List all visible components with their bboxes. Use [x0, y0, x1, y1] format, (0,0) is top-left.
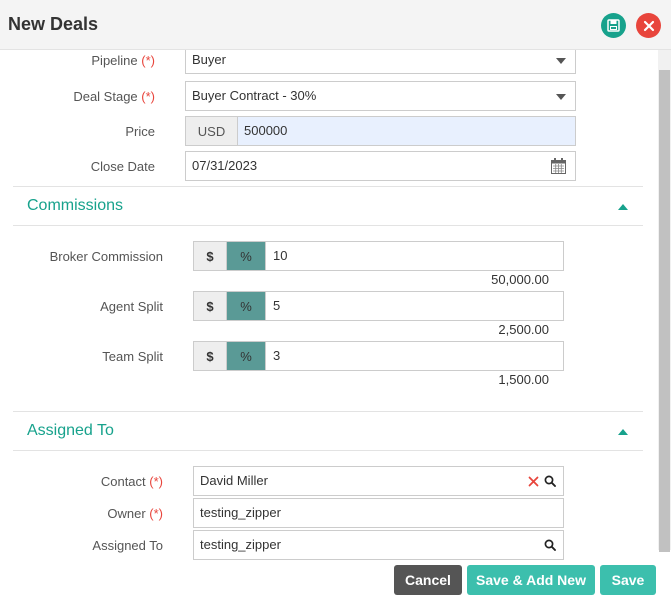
- save-button[interactable]: Save: [600, 565, 656, 595]
- deal-stage-select[interactable]: Buyer Contract - 30%: [185, 81, 576, 111]
- assigned-to-input[interactable]: testing_zipper: [193, 530, 564, 560]
- broker-commission-label: Broker Commission: [49, 249, 163, 264]
- price-input[interactable]: 500000: [244, 123, 288, 138]
- assigned-to-title: Assigned To: [27, 422, 114, 439]
- team-split-label: Team Split: [102, 349, 163, 364]
- save-and-add-new-button[interactable]: Save & Add New: [467, 565, 595, 595]
- modal-title: New Deals: [8, 14, 99, 34]
- floppy-disk-icon: [607, 19, 620, 32]
- pipeline-select[interactable]: Buyer: [185, 50, 576, 74]
- close-date-input[interactable]: 07/31/2023: [185, 151, 576, 181]
- assigned-to-label: Assigned To: [92, 538, 163, 553]
- close-icon: [643, 20, 654, 31]
- clear-icon[interactable]: [528, 476, 539, 487]
- deal-stage-label: Deal Stage (*): [73, 89, 155, 104]
- search-icon[interactable]: [544, 539, 556, 551]
- header-close-button[interactable]: [636, 13, 661, 38]
- collapse-arrow-icon[interactable]: [618, 204, 628, 210]
- dollar-toggle[interactable]: $: [194, 342, 227, 370]
- dollar-toggle[interactable]: $: [194, 242, 227, 270]
- commissions-title: Commissions: [27, 197, 124, 214]
- broker-commission-input[interactable]: 10: [273, 248, 288, 263]
- broker-commission-field[interactable]: $ % 10: [193, 241, 564, 271]
- percent-toggle[interactable]: %: [227, 342, 266, 370]
- team-split-amount: 1,500.00: [498, 372, 549, 387]
- agent-split-amount: 2,500.00: [498, 322, 549, 337]
- calendar-icon[interactable]: [551, 158, 566, 174]
- currency-addon: USD: [186, 117, 238, 145]
- price-label: Price: [125, 124, 155, 139]
- owner-input[interactable]: testing_zipper: [193, 498, 564, 528]
- owner-label: Owner (*): [107, 506, 163, 521]
- modal-body: Pipeline (*) Buyer Deal Stage (*) Buyer …: [0, 50, 658, 560]
- cancel-button[interactable]: Cancel: [394, 565, 462, 595]
- broker-commission-amount: 50,000.00: [491, 272, 549, 287]
- dollar-toggle[interactable]: $: [194, 292, 227, 320]
- close-date-label: Close Date: [90, 159, 155, 174]
- contact-label: Contact (*): [100, 474, 163, 489]
- header-save-button[interactable]: [601, 13, 626, 38]
- commissions-section-header[interactable]: Commissions: [13, 186, 643, 226]
- search-icon[interactable]: [544, 475, 556, 487]
- percent-toggle[interactable]: %: [227, 292, 266, 320]
- team-split-field[interactable]: $ % 3: [193, 341, 564, 371]
- agent-split-input[interactable]: 5: [273, 298, 281, 313]
- modal-header: New Deals: [0, 0, 671, 50]
- contact-input[interactable]: David Miller: [193, 466, 564, 496]
- chevron-down-icon: [556, 58, 566, 64]
- scrollbar-thumb[interactable]: [659, 70, 670, 552]
- agent-split-label: Agent Split: [100, 299, 163, 314]
- price-field[interactable]: USD 500000: [185, 116, 576, 146]
- pipeline-label: Pipeline (*): [91, 53, 155, 68]
- collapse-arrow-icon[interactable]: [618, 429, 628, 435]
- agent-split-field[interactable]: $ % 5: [193, 291, 564, 321]
- team-split-input[interactable]: 3: [273, 348, 281, 363]
- percent-toggle[interactable]: %: [227, 242, 266, 270]
- chevron-down-icon: [556, 94, 566, 100]
- assigned-to-section-header[interactable]: Assigned To: [13, 411, 643, 451]
